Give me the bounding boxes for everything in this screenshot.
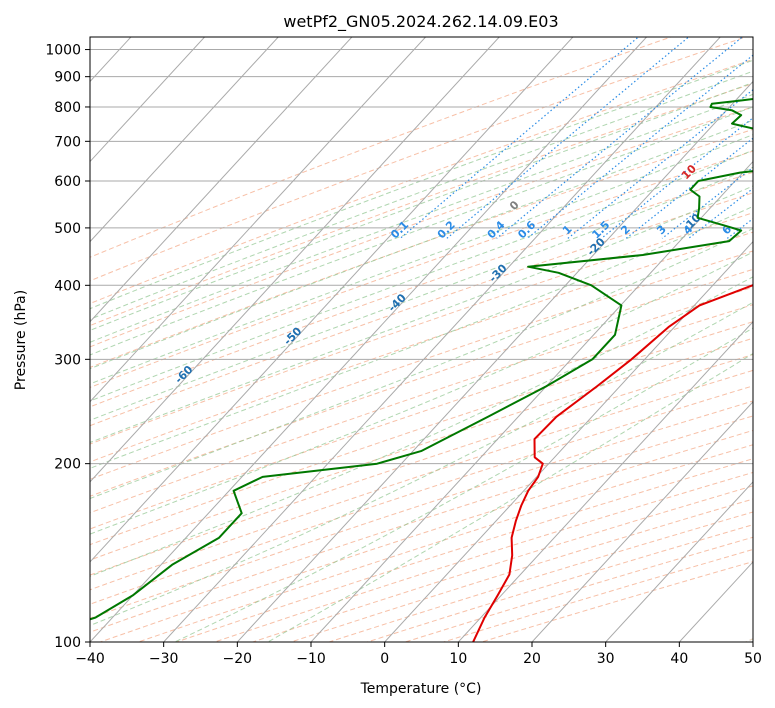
y-tick-label: 1000 xyxy=(45,43,81,59)
x-tick-label: −10 xyxy=(296,651,326,667)
mixing-ratio-line xyxy=(496,37,744,239)
isotherm-line xyxy=(90,37,353,323)
dry-adiabat-line xyxy=(213,471,753,642)
x-tick-label: 10 xyxy=(449,651,467,667)
sounding-profiles xyxy=(90,98,753,642)
y-tick-label: 900 xyxy=(54,70,81,86)
chart-title: wetPf2_GN05.2024.262.14.09.E03 xyxy=(283,12,558,32)
x-tick-label: −20 xyxy=(223,651,253,667)
dry-adiabat-line xyxy=(403,536,753,642)
y-tick-label: 300 xyxy=(54,352,81,368)
x-tick-label: 50 xyxy=(744,651,762,667)
isotherm-line xyxy=(162,37,721,642)
isotherm-line xyxy=(604,481,753,642)
isotherm-line xyxy=(310,160,753,642)
moist-adiabat-line xyxy=(90,149,753,402)
x-tick-label: 0 xyxy=(380,651,389,667)
dry-adiabat-line xyxy=(136,444,753,642)
dry-adiabat-line xyxy=(441,548,753,642)
dry-adiabat-line xyxy=(90,286,753,514)
isotherm-line xyxy=(90,37,427,403)
plot-frame xyxy=(89,36,754,643)
dry-adiabat-line xyxy=(90,268,753,497)
dry-adiabat-line xyxy=(90,37,748,282)
isotherm-line xyxy=(457,320,753,642)
moist-adiabat-line xyxy=(90,251,753,535)
x-tick-label: −40 xyxy=(75,651,105,667)
y-axis-title: Pressure (hPa) xyxy=(13,290,29,390)
mixing-ratio-line xyxy=(399,37,640,239)
dry-adiabat-line xyxy=(365,524,753,642)
moist-adiabat-line xyxy=(90,227,753,500)
isotherm-line xyxy=(90,37,500,483)
isotherm-line xyxy=(383,240,753,642)
y-tick-label: 100 xyxy=(54,635,81,651)
dry-adiabat-line xyxy=(90,212,753,445)
temperature-profile-line xyxy=(472,283,753,642)
dry-adiabat-line xyxy=(479,561,753,642)
y-axis-ticks: 1000 900 800 700 600 500 400 300 200 100 xyxy=(45,43,90,651)
dry-adiabat-line xyxy=(90,150,753,388)
dry-adiabat-line xyxy=(90,106,753,348)
mixing-ratio-line xyxy=(625,137,753,239)
y-tick-label: 200 xyxy=(54,457,81,473)
dry-adiabat-line xyxy=(90,337,753,561)
x-axis-title: Temperature (°C) xyxy=(360,681,482,697)
y-tick-label: 400 xyxy=(54,278,81,294)
moist-adiabat-line xyxy=(90,205,753,469)
isotherm-line xyxy=(90,37,648,642)
pressure-gridlines xyxy=(90,49,753,642)
plot-area xyxy=(90,37,753,642)
dry-adiabat-line xyxy=(90,415,753,633)
moist-adiabat-line xyxy=(90,276,753,577)
y-tick-label: 600 xyxy=(54,174,81,190)
y-tick-label: 700 xyxy=(54,134,81,150)
x-tick-label: 40 xyxy=(670,651,688,667)
isotherm-line xyxy=(236,80,753,642)
y-tick-label: 800 xyxy=(54,100,81,116)
dewpoint-profile-line xyxy=(90,98,753,621)
y-tick-label: 500 xyxy=(54,221,81,237)
x-tick-label: −30 xyxy=(149,651,179,667)
dry-adiabat-line xyxy=(90,192,753,427)
dry-adiabat-line xyxy=(90,82,753,327)
x-tick-label: 30 xyxy=(597,651,615,667)
x-axis-ticks: −40 −30 −20 −10 0 10 20 30 40 50 xyxy=(75,642,762,667)
isotherm-line xyxy=(90,37,206,163)
isotherm-line xyxy=(531,401,753,642)
isotherm-line xyxy=(90,37,279,243)
dry-adiabat-line xyxy=(90,37,673,258)
x-tick-label: 20 xyxy=(523,651,541,667)
dry-adiabat-line xyxy=(90,128,753,368)
moist-adiabat-line xyxy=(90,166,753,421)
dry-adiabat-line xyxy=(90,400,753,619)
dry-adiabat-line xyxy=(174,458,753,642)
isotherms xyxy=(90,37,753,642)
dry-adiabat-line xyxy=(90,58,753,305)
